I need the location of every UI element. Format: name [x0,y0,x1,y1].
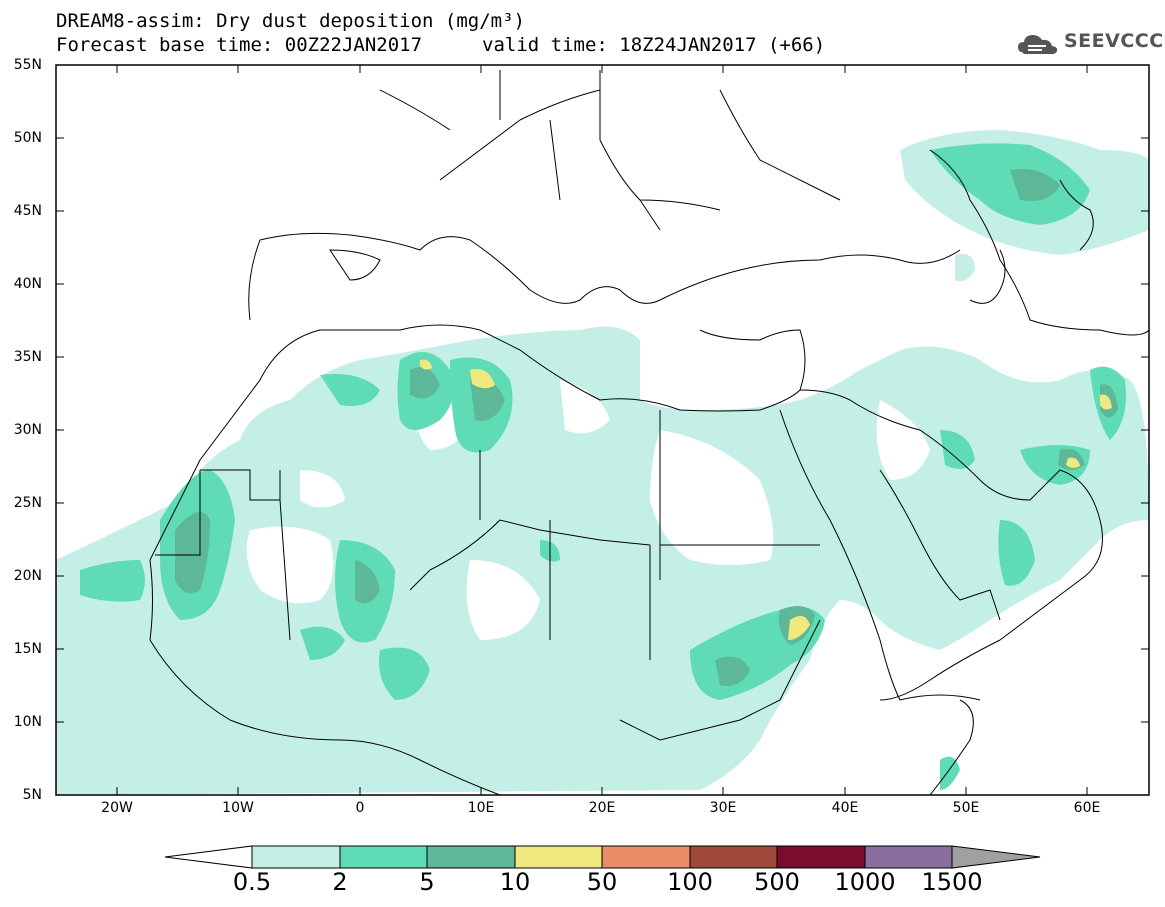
colorbar [164,845,1041,869]
lat-label: 30N [13,422,42,438]
colorbar-label: 50 [586,868,618,896]
lon-label: 40E [831,800,859,816]
lat-label: 50N [13,130,42,146]
lat-label: 15N [13,641,42,657]
colorbar-bin [339,845,428,869]
dust-deposition-field [56,130,1149,795]
colorbar-bin [514,845,603,869]
lon-label: 20E [588,800,616,816]
lat-label: 10N [13,714,42,730]
colorbar-label: 500 [754,868,800,896]
colorbar-bin [776,845,866,869]
colorbar-bin [601,845,691,869]
lat-label: 25N [13,495,42,511]
colorbar-label: 5 [419,868,435,896]
lat-label: 5N [22,787,42,803]
colorbar-label: 10 [499,868,531,896]
lat-label: 55N [13,57,42,73]
lat-label: 35N [13,349,42,365]
colorbar-bin [251,845,341,869]
lon-label: 60E [1073,800,1101,816]
lon-label: 30E [709,800,737,816]
colorbar-label: 1000 [834,868,896,896]
coastlines [149,70,1149,795]
colorbar-bin [426,845,516,869]
colorbar-label: 2 [332,868,348,896]
colorbar-label: 0.5 [232,868,272,896]
lon-label: 20W [101,800,133,816]
lon-label: 10W [222,800,254,816]
colorbar-label: 1500 [921,868,983,896]
axis-ticks [56,64,1149,795]
lat-label: 40N [13,276,42,292]
map-title: DREAM8-assim: Dry dust deposition (mg/m³… [56,10,525,32]
lat-label: 45N [13,203,42,219]
colorbar-low-arrow [164,845,253,869]
colorbar-bin [689,845,778,869]
colorbar-high-arrow [951,845,1041,869]
lon-label: 0 [355,800,365,816]
lat-label: 20N [13,568,42,584]
cloud-icon [1018,35,1058,54]
lon-label: 10E [467,800,495,816]
lon-label: 50E [952,800,980,816]
valid-time: valid time: 18Z24JAN2017 (+66) [482,34,826,56]
colorbar-bin [864,845,953,869]
forecast-base-time: Forecast base time: 00Z22JAN2017 [56,34,423,56]
colorbar-label: 100 [667,868,713,896]
seevccc-logo: SEEVCCC [1064,30,1164,52]
